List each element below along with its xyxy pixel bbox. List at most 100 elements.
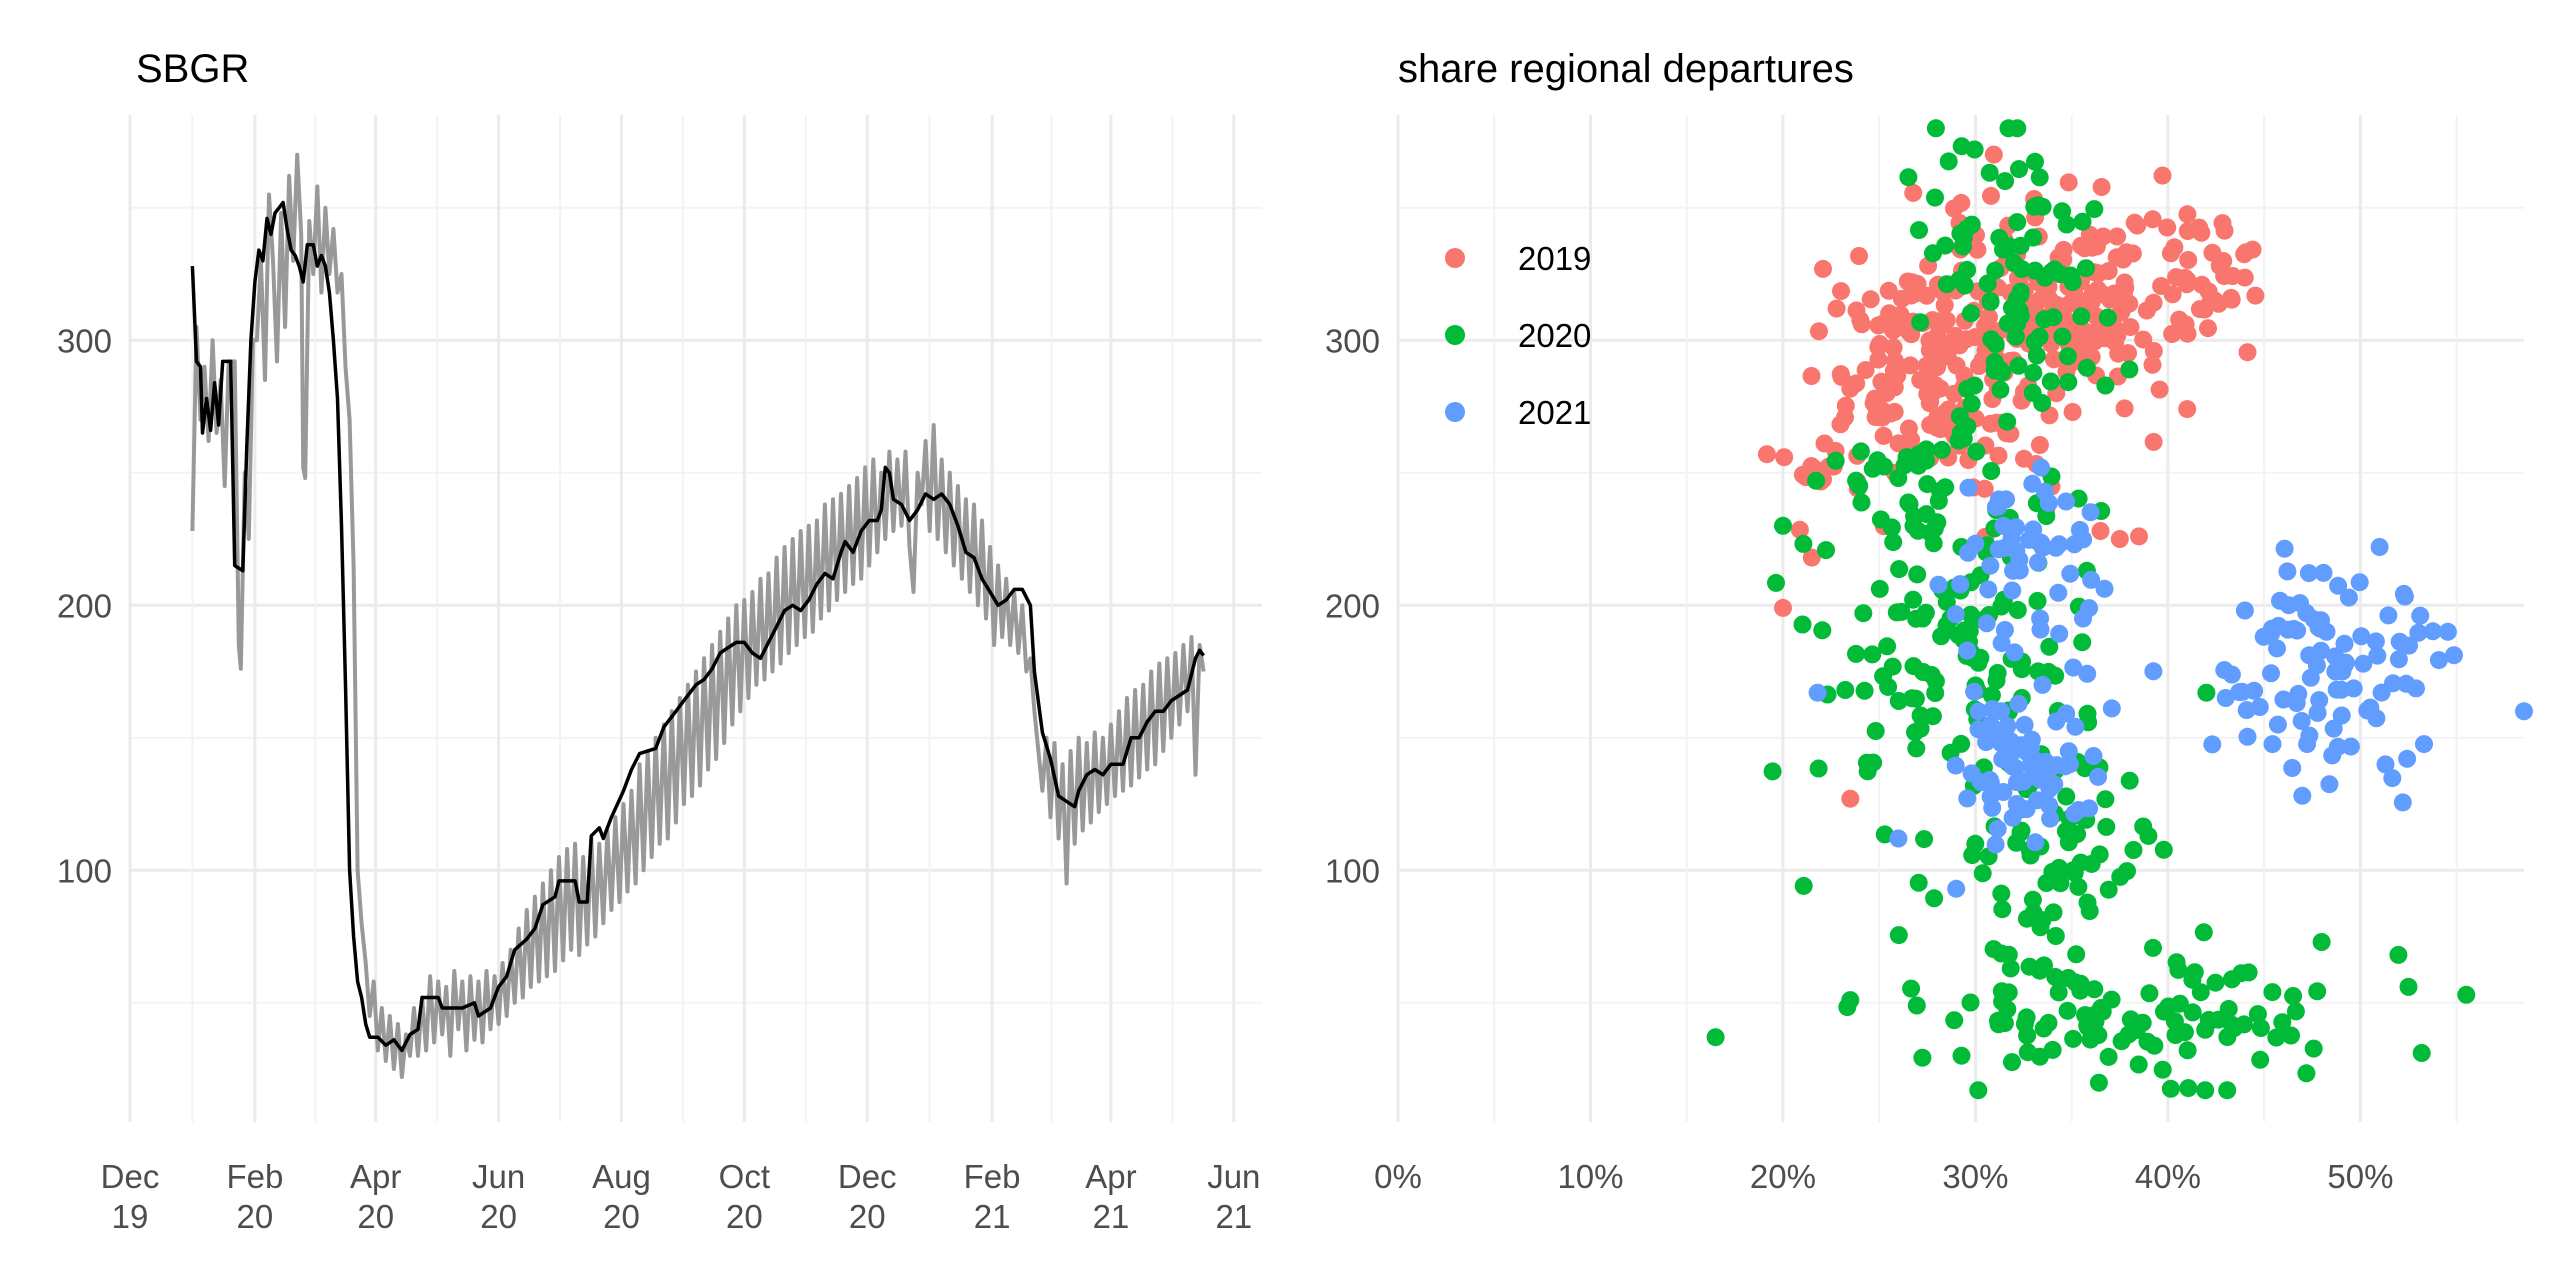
scatter-point-2020 (1870, 579, 1889, 598)
left-x-tick-label-year: 20 (237, 1198, 274, 1235)
scatter-point-2019 (2110, 530, 2129, 548)
scatter-point-2021 (2278, 562, 2297, 581)
scatter-point-2020 (2058, 1001, 2077, 1020)
scatter-point-2021 (2288, 621, 2307, 640)
scatter-point-2019 (1984, 145, 2003, 164)
scatter-point-2019 (1947, 356, 1966, 375)
scatter-point-2020 (1950, 270, 1969, 289)
scatter-point-2021 (2031, 609, 2050, 628)
left-x-tick-label-year: 20 (480, 1198, 517, 1235)
scatter-point-2020 (1926, 119, 1945, 138)
scatter-point-2021 (1986, 835, 2005, 854)
left-x-tick-label: Jun (1207, 1158, 1260, 1195)
scatter-point-2020 (1994, 240, 2012, 259)
scatter-point-2021 (2059, 742, 2078, 761)
scatter-point-2020 (1987, 671, 2006, 690)
scatter-point-2021 (2009, 694, 2028, 713)
left-x-tick-label: Feb (964, 1158, 1021, 1195)
scatter-point-2021 (2368, 646, 2387, 665)
scatter-point-2020 (1978, 274, 1997, 293)
scatter-point-2020 (2051, 265, 2070, 284)
scatter-point-2021 (2003, 808, 2022, 827)
left-x-tick-label-year: 19 (112, 1198, 149, 1235)
scatter-point-2020 (1925, 889, 1944, 908)
scatter-point-2019 (2115, 399, 2134, 418)
scatter-point-2020 (2008, 213, 2027, 232)
scatter-point-2020 (2093, 1002, 2112, 1021)
scatter-point-2021 (2061, 564, 2080, 583)
scatter-point-2020 (2028, 196, 2047, 215)
scatter-point-2021 (1981, 556, 2000, 575)
scatter-point-2020 (1807, 471, 1826, 490)
scatter-point-2021 (1981, 773, 2000, 792)
left-y-tick-label: 300 (57, 322, 112, 359)
scatter-point-2021 (2235, 601, 2254, 620)
scatter-point-2020 (2179, 1079, 2198, 1098)
scatter-point-2021 (2376, 755, 2395, 774)
scatter-point-2020 (2077, 259, 2095, 278)
scatter-point-2020 (1999, 945, 2018, 964)
scatter-point-2019 (2199, 282, 2218, 301)
scatter-point-2020 (2024, 228, 2043, 247)
scatter-point-2020 (1925, 519, 1944, 538)
scatter-point-2021 (2230, 683, 2249, 702)
scatter-point-2020 (2206, 973, 2225, 992)
scatter-point-2020 (1966, 834, 1985, 853)
scatter-point-2019 (1935, 296, 1954, 315)
scatter-point-2020 (2018, 1043, 2037, 1062)
scatter-point-2021 (1947, 879, 1966, 898)
scatter-point-2021 (1808, 683, 1827, 702)
scatter-point-2020 (1879, 677, 1898, 696)
scatter-point-2020 (2009, 356, 2028, 375)
scatter-point-2021 (2050, 624, 2069, 643)
scatter-point-2019 (1873, 373, 1892, 392)
scatter-point-2020 (1929, 491, 1948, 510)
scatter-point-2019 (2176, 315, 2195, 334)
scatter-point-2020 (1841, 991, 1860, 1010)
scatter-point-2021 (2047, 712, 2066, 731)
scatter-point-2019 (1904, 183, 1923, 202)
scatter-point-2020 (2169, 960, 2188, 979)
scatter-point-2020 (1706, 1028, 1725, 1047)
left-chart-title: SBGR (136, 47, 249, 91)
scatter-point-2020 (1911, 719, 1930, 738)
scatter-point-2019 (2119, 344, 2137, 363)
right-x-tick-label: 0% (1374, 1158, 1422, 1195)
scatter-point-2020 (1889, 926, 1908, 945)
scatter-point-2020 (2263, 983, 2282, 1002)
scatter-point-2021 (2300, 726, 2319, 745)
scatter-point-2020 (1961, 993, 1980, 1012)
scatter-point-2019 (2144, 293, 2163, 312)
scatter-point-2019 (2153, 166, 2172, 185)
scatter-point-2020 (1984, 940, 2003, 959)
scatter-point-2021 (2065, 804, 2084, 823)
scatter-point-2019 (2134, 330, 2153, 349)
scatter-point-2021 (2216, 689, 2235, 707)
scatter-point-2020 (2248, 1005, 2267, 1024)
scatter-point-2020 (1911, 313, 1930, 332)
left-y-tick-label: 100 (57, 852, 112, 889)
scatter-point-2021 (2080, 599, 2099, 618)
scatter-point-2019 (1874, 426, 1893, 445)
scatter-point-2020 (2138, 1032, 2157, 1051)
scatter-point-2020 (1922, 666, 1941, 684)
scatter-point-2021 (2026, 833, 2045, 852)
scatter-point-2020 (2312, 933, 2331, 951)
right-x-tick-label: 20% (1750, 1158, 1816, 1195)
left-series-group (190, 152, 1206, 1079)
scatter-point-2019 (1884, 338, 1903, 357)
right-y-tick-label: 200 (1325, 587, 1380, 624)
scatter-point-2021 (2326, 662, 2345, 681)
scatter-point-2021 (2007, 795, 2026, 813)
scatter-point-2019 (1827, 299, 1846, 318)
scatter-point-2020 (1809, 759, 1828, 778)
scatter-point-2020 (1903, 689, 1921, 708)
scatter-point-2020 (2057, 787, 2076, 806)
scatter-point-2021 (2268, 715, 2287, 734)
scatter-point-2019 (1836, 396, 1855, 415)
scatter-point-2019 (2063, 403, 2082, 421)
scatter-point-2020 (2098, 308, 2117, 327)
scatter-point-2021 (1979, 580, 1998, 599)
scatter-point-2021 (2010, 561, 2029, 580)
